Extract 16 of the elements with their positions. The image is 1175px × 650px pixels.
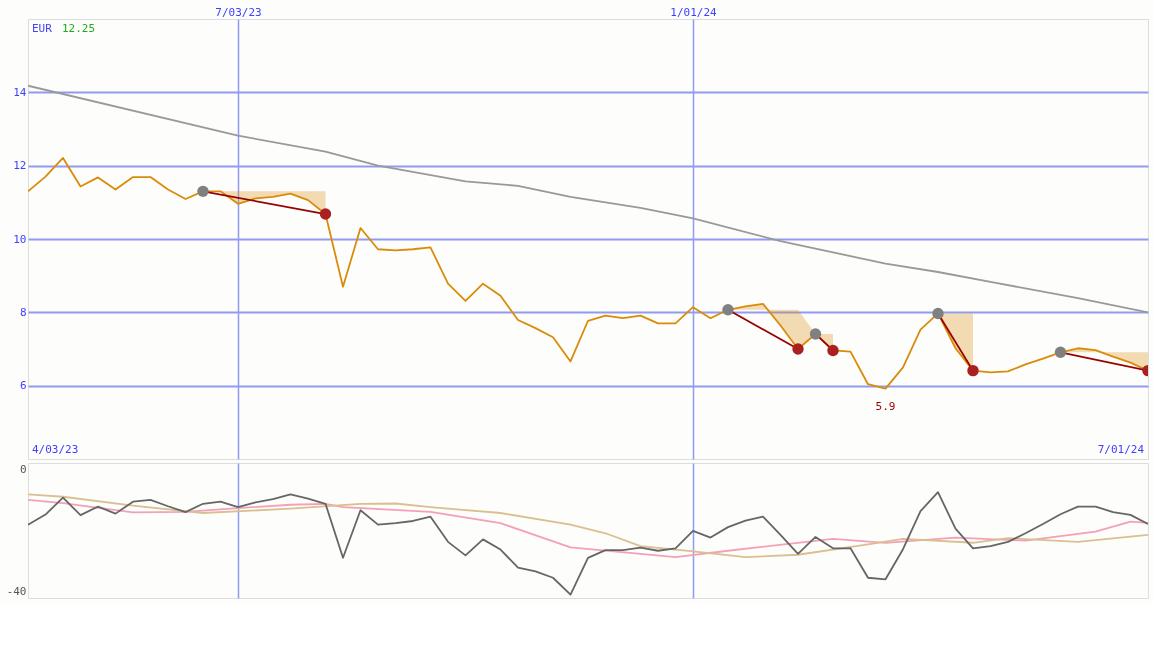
line-series	[28, 491, 1148, 596]
y-tick-label: 8	[19, 305, 27, 319]
y-tick-label: 10	[13, 232, 27, 246]
line-series	[28, 84, 1148, 314]
y-tick-label: -40	[6, 585, 27, 599]
annotation: 5.9	[875, 400, 896, 414]
y-axis-title: EUR	[32, 22, 53, 35]
x-tick-label: 1/01/24	[670, 5, 718, 19]
annotation: 12.25	[62, 22, 96, 35]
annotation: 4/03/23	[32, 443, 79, 456]
y-tick-label: 6	[19, 379, 27, 393]
annotation: 7/01/24	[1097, 443, 1145, 456]
x-tick-label: 7/03/23	[215, 5, 262, 19]
y-tick-label: 14	[13, 85, 27, 99]
y-tick-label: 12	[13, 159, 27, 173]
y-tick-label: 0	[19, 462, 27, 476]
